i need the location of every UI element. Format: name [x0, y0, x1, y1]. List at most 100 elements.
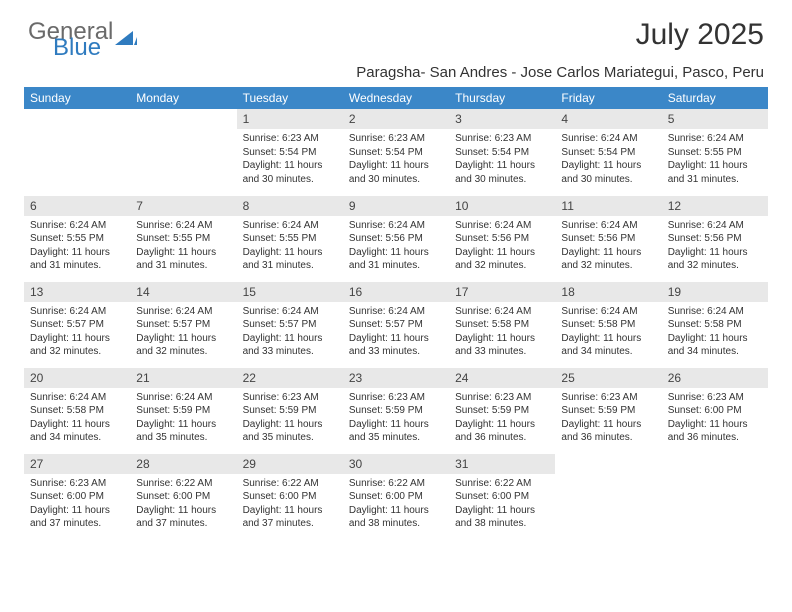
calendar-cell: 8Sunrise: 6:24 AMSunset: 5:55 PMDaylight…	[237, 195, 343, 281]
calendar-row: 1Sunrise: 6:23 AMSunset: 5:54 PMDaylight…	[24, 109, 768, 195]
day-number: 8	[237, 196, 343, 216]
day-details: Sunrise: 6:24 AMSunset: 5:56 PMDaylight:…	[343, 216, 449, 277]
calendar-row: 6Sunrise: 6:24 AMSunset: 5:55 PMDaylight…	[24, 195, 768, 281]
calendar-cell-empty	[662, 453, 768, 539]
day-number: 17	[449, 282, 555, 302]
calendar-cell: 22Sunrise: 6:23 AMSunset: 5:59 PMDayligh…	[237, 367, 343, 453]
day-details: Sunrise: 6:24 AMSunset: 5:58 PMDaylight:…	[449, 302, 555, 363]
calendar-cell: 25Sunrise: 6:23 AMSunset: 5:59 PMDayligh…	[555, 367, 661, 453]
calendar-cell: 12Sunrise: 6:24 AMSunset: 5:56 PMDayligh…	[662, 195, 768, 281]
day-details: Sunrise: 6:24 AMSunset: 5:58 PMDaylight:…	[555, 302, 661, 363]
calendar-cell: 10Sunrise: 6:24 AMSunset: 5:56 PMDayligh…	[449, 195, 555, 281]
day-details: Sunrise: 6:24 AMSunset: 5:54 PMDaylight:…	[555, 129, 661, 190]
calendar-table: SundayMondayTuesdayWednesdayThursdayFrid…	[24, 87, 768, 540]
calendar-cell-empty	[555, 453, 661, 539]
weekday-header: Friday	[555, 87, 661, 109]
day-details: Sunrise: 6:24 AMSunset: 5:57 PMDaylight:…	[24, 302, 130, 363]
day-details: Sunrise: 6:23 AMSunset: 5:59 PMDaylight:…	[449, 388, 555, 449]
calendar-cell: 2Sunrise: 6:23 AMSunset: 5:54 PMDaylight…	[343, 109, 449, 195]
day-details: Sunrise: 6:24 AMSunset: 5:58 PMDaylight:…	[662, 302, 768, 363]
title-block: July 2025	[636, 18, 764, 52]
day-details: Sunrise: 6:24 AMSunset: 5:57 PMDaylight:…	[343, 302, 449, 363]
day-number: 29	[237, 454, 343, 474]
day-details: Sunrise: 6:23 AMSunset: 5:54 PMDaylight:…	[343, 129, 449, 190]
location-text: Paragsha- San Andres - Jose Carlos Maria…	[0, 62, 792, 87]
day-details: Sunrise: 6:22 AMSunset: 6:00 PMDaylight:…	[237, 474, 343, 535]
weekday-header: Wednesday	[343, 87, 449, 109]
calendar-row: 20Sunrise: 6:24 AMSunset: 5:58 PMDayligh…	[24, 367, 768, 453]
day-number: 23	[343, 368, 449, 388]
calendar-row: 13Sunrise: 6:24 AMSunset: 5:57 PMDayligh…	[24, 281, 768, 367]
day-details: Sunrise: 6:22 AMSunset: 6:00 PMDaylight:…	[343, 474, 449, 535]
day-number: 3	[449, 109, 555, 129]
weekday-header: Monday	[130, 87, 236, 109]
weekday-header: Thursday	[449, 87, 555, 109]
day-number: 24	[449, 368, 555, 388]
day-details: Sunrise: 6:24 AMSunset: 5:55 PMDaylight:…	[237, 216, 343, 277]
weekday-header: Sunday	[24, 87, 130, 109]
day-number: 2	[343, 109, 449, 129]
day-number: 4	[555, 109, 661, 129]
weekday-header: Tuesday	[237, 87, 343, 109]
day-number: 19	[662, 282, 768, 302]
calendar-cell: 28Sunrise: 6:22 AMSunset: 6:00 PMDayligh…	[130, 453, 236, 539]
calendar-cell: 18Sunrise: 6:24 AMSunset: 5:58 PMDayligh…	[555, 281, 661, 367]
month-title: July 2025	[636, 18, 764, 52]
day-details: Sunrise: 6:22 AMSunset: 6:00 PMDaylight:…	[449, 474, 555, 535]
calendar-cell: 14Sunrise: 6:24 AMSunset: 5:57 PMDayligh…	[130, 281, 236, 367]
day-number: 18	[555, 282, 661, 302]
calendar-cell: 30Sunrise: 6:22 AMSunset: 6:00 PMDayligh…	[343, 453, 449, 539]
calendar-cell: 17Sunrise: 6:24 AMSunset: 5:58 PMDayligh…	[449, 281, 555, 367]
day-details: Sunrise: 6:23 AMSunset: 5:54 PMDaylight:…	[237, 129, 343, 190]
day-number: 26	[662, 368, 768, 388]
calendar-cell: 4Sunrise: 6:24 AMSunset: 5:54 PMDaylight…	[555, 109, 661, 195]
calendar-cell: 23Sunrise: 6:23 AMSunset: 5:59 PMDayligh…	[343, 367, 449, 453]
day-details: Sunrise: 6:24 AMSunset: 5:57 PMDaylight:…	[237, 302, 343, 363]
day-details: Sunrise: 6:24 AMSunset: 5:58 PMDaylight:…	[24, 388, 130, 449]
day-details: Sunrise: 6:24 AMSunset: 5:55 PMDaylight:…	[24, 216, 130, 277]
day-details: Sunrise: 6:24 AMSunset: 5:57 PMDaylight:…	[130, 302, 236, 363]
day-number: 12	[662, 196, 768, 216]
day-details: Sunrise: 6:23 AMSunset: 6:00 PMDaylight:…	[662, 388, 768, 449]
day-number: 14	[130, 282, 236, 302]
day-details: Sunrise: 6:22 AMSunset: 6:00 PMDaylight:…	[130, 474, 236, 535]
day-details: Sunrise: 6:24 AMSunset: 5:56 PMDaylight:…	[662, 216, 768, 277]
day-number: 16	[343, 282, 449, 302]
calendar-cell: 16Sunrise: 6:24 AMSunset: 5:57 PMDayligh…	[343, 281, 449, 367]
calendar-cell: 15Sunrise: 6:24 AMSunset: 5:57 PMDayligh…	[237, 281, 343, 367]
calendar-cell: 26Sunrise: 6:23 AMSunset: 6:00 PMDayligh…	[662, 367, 768, 453]
day-details: Sunrise: 6:23 AMSunset: 5:54 PMDaylight:…	[449, 129, 555, 190]
day-details: Sunrise: 6:23 AMSunset: 5:59 PMDaylight:…	[343, 388, 449, 449]
calendar-cell: 6Sunrise: 6:24 AMSunset: 5:55 PMDaylight…	[24, 195, 130, 281]
calendar-cell: 29Sunrise: 6:22 AMSunset: 6:00 PMDayligh…	[237, 453, 343, 539]
day-number: 22	[237, 368, 343, 388]
weekday-header: Saturday	[662, 87, 768, 109]
day-details: Sunrise: 6:24 AMSunset: 5:55 PMDaylight:…	[662, 129, 768, 190]
calendar-cell-empty	[130, 109, 236, 195]
calendar-cell: 20Sunrise: 6:24 AMSunset: 5:58 PMDayligh…	[24, 367, 130, 453]
calendar-cell: 19Sunrise: 6:24 AMSunset: 5:58 PMDayligh…	[662, 281, 768, 367]
day-number: 9	[343, 196, 449, 216]
day-number: 31	[449, 454, 555, 474]
logo-sail-icon	[115, 24, 137, 40]
day-number: 28	[130, 454, 236, 474]
logo-text-blue: Blue	[53, 34, 101, 61]
calendar-cell: 7Sunrise: 6:24 AMSunset: 5:55 PMDaylight…	[130, 195, 236, 281]
calendar-body: 1Sunrise: 6:23 AMSunset: 5:54 PMDaylight…	[24, 109, 768, 539]
calendar-cell: 3Sunrise: 6:23 AMSunset: 5:54 PMDaylight…	[449, 109, 555, 195]
calendar-cell-empty	[24, 109, 130, 195]
calendar-cell: 1Sunrise: 6:23 AMSunset: 5:54 PMDaylight…	[237, 109, 343, 195]
calendar-cell: 13Sunrise: 6:24 AMSunset: 5:57 PMDayligh…	[24, 281, 130, 367]
day-details: Sunrise: 6:24 AMSunset: 5:59 PMDaylight:…	[130, 388, 236, 449]
day-number: 27	[24, 454, 130, 474]
day-number: 11	[555, 196, 661, 216]
day-details: Sunrise: 6:24 AMSunset: 5:55 PMDaylight:…	[130, 216, 236, 277]
day-number: 1	[237, 109, 343, 129]
calendar-cell: 24Sunrise: 6:23 AMSunset: 5:59 PMDayligh…	[449, 367, 555, 453]
day-details: Sunrise: 6:24 AMSunset: 5:56 PMDaylight:…	[449, 216, 555, 277]
day-number: 6	[24, 196, 130, 216]
day-number: 5	[662, 109, 768, 129]
calendar-cell: 31Sunrise: 6:22 AMSunset: 6:00 PMDayligh…	[449, 453, 555, 539]
day-number: 21	[130, 368, 236, 388]
day-details: Sunrise: 6:23 AMSunset: 5:59 PMDaylight:…	[555, 388, 661, 449]
